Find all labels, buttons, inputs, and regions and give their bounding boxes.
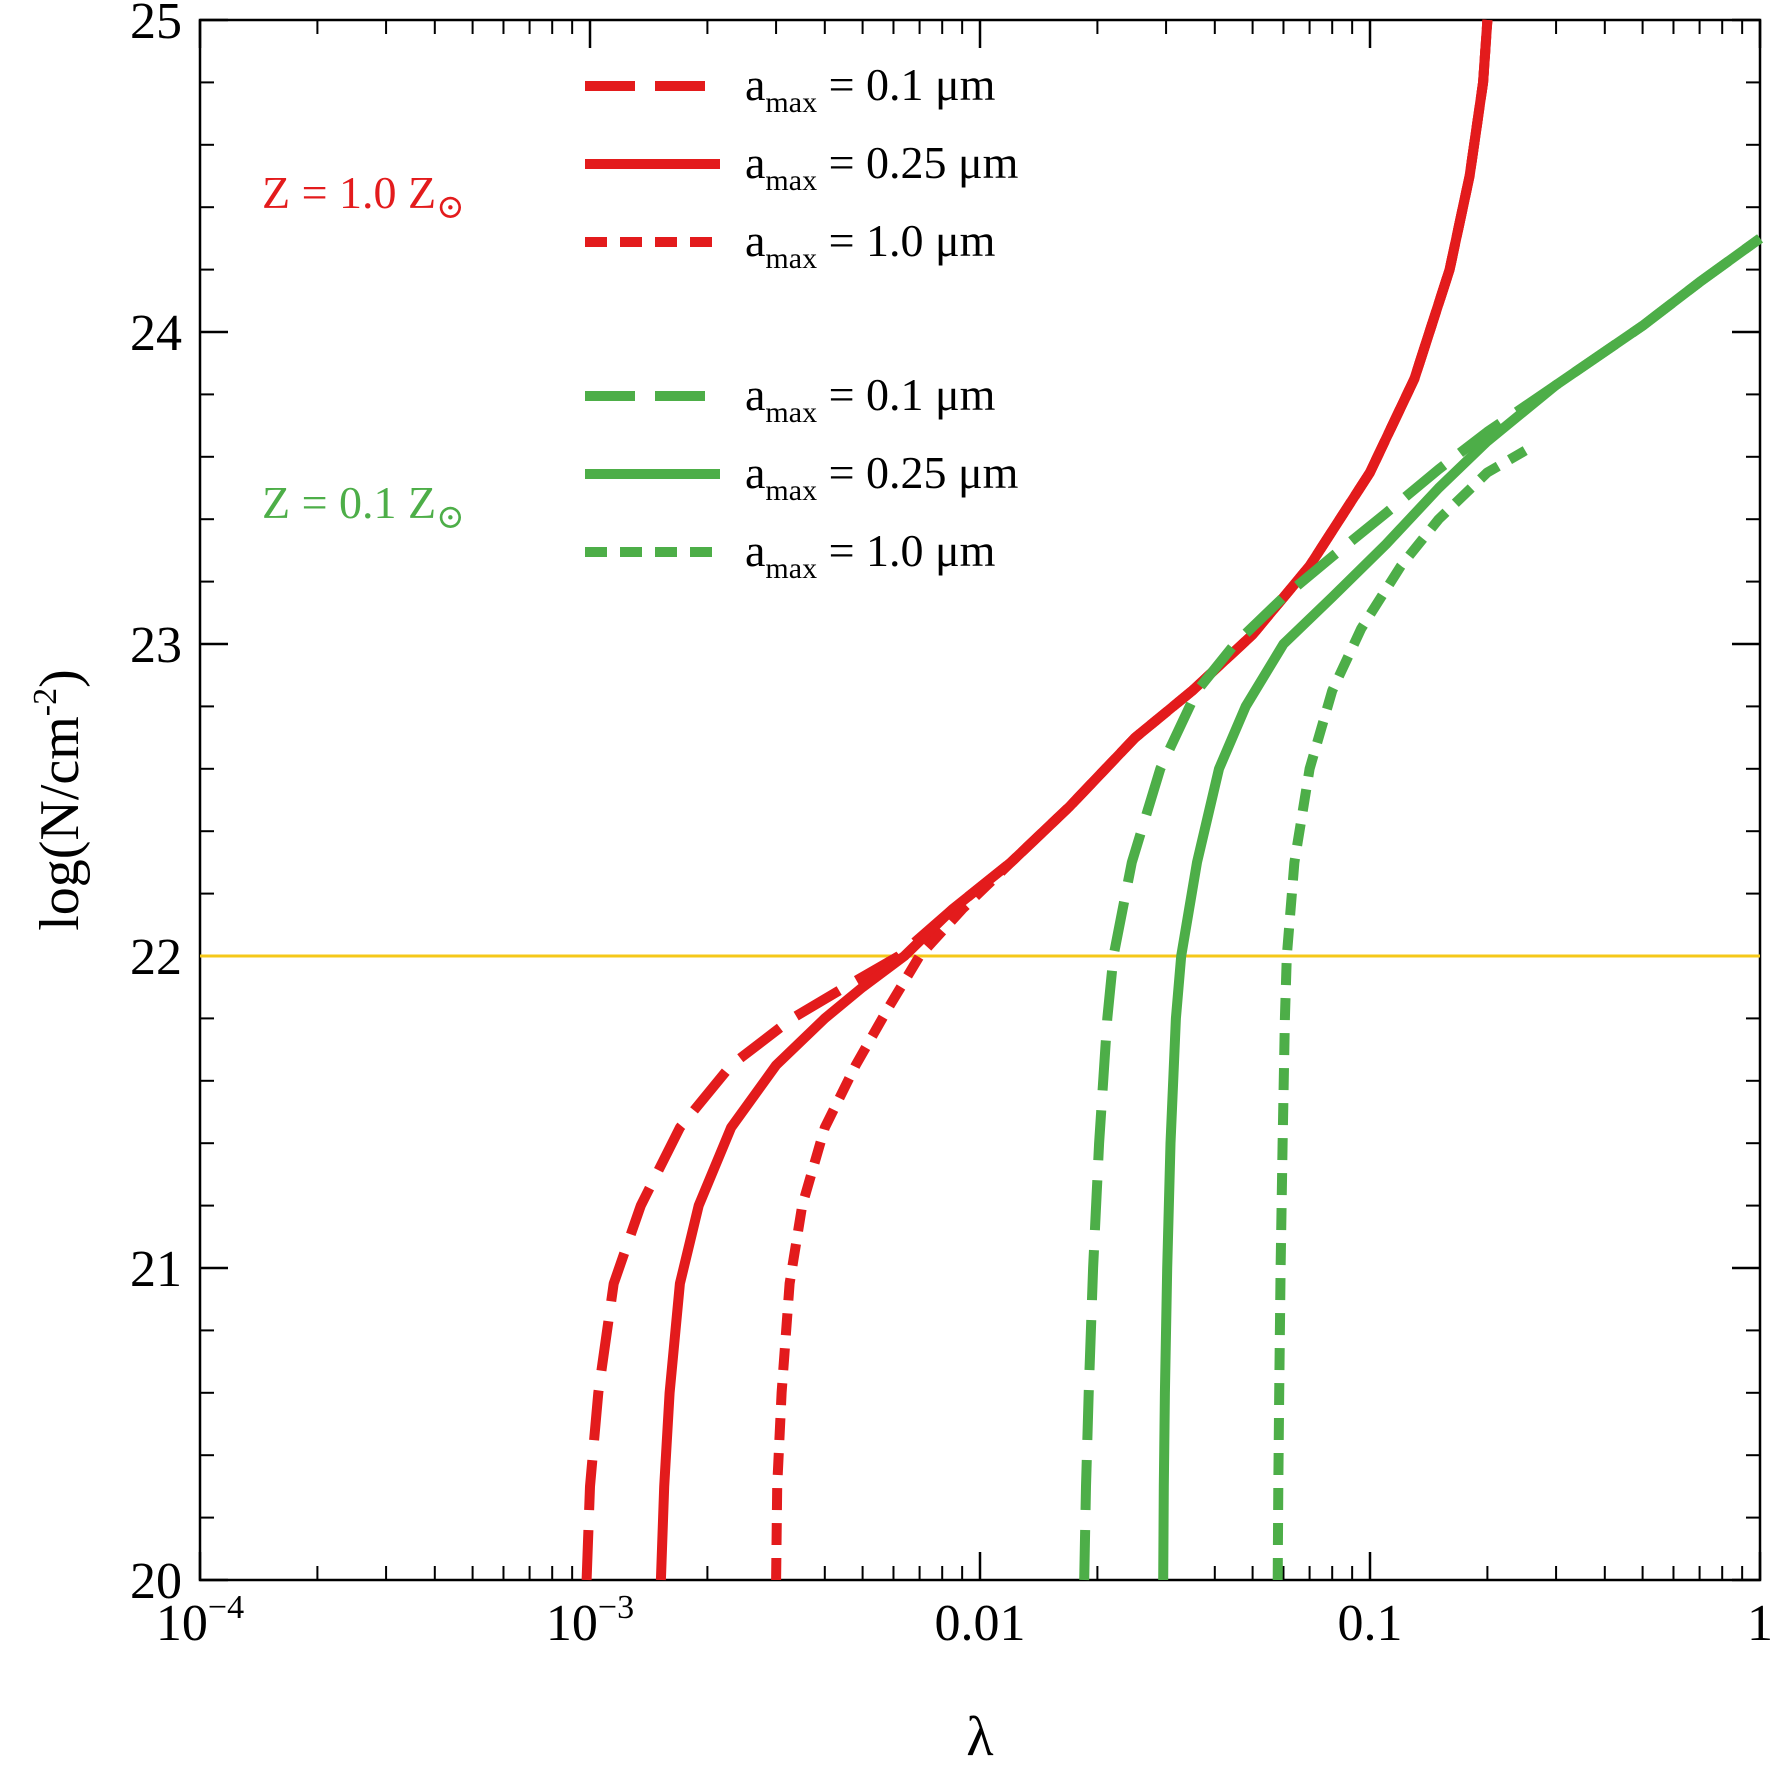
series-line-5: [1158, 234, 1763, 1581]
y-tick-label: 21: [130, 1241, 182, 1298]
x-tick-label: 0.1: [1338, 1595, 1403, 1652]
legend-label: amax = 1.0 μm: [745, 525, 996, 585]
series-layer: [200, 19, 1763, 1581]
legend-label: amax = 0.1 μm: [745, 369, 996, 429]
y-tick-label: 22: [130, 929, 182, 986]
x-tick-label: 1: [1747, 1595, 1771, 1652]
y-tick-label: 24: [130, 305, 182, 362]
x-axis-title: λ: [966, 1706, 993, 1768]
y-axis-title-pre: log(N/cm: [29, 716, 91, 931]
group-label: Z = 1.0 Z⊙: [262, 167, 465, 226]
tick-labels: 10−4 10−3 0.01 0.1 1 20 21 22 23 24 25: [130, 0, 1771, 1652]
legend: amax = 0.1 μm amax = 0.25 μm amax = 1.0 μm…: [262, 59, 1019, 585]
y-axis-title-post: ): [29, 669, 91, 688]
series-line-3: [771, 19, 1493, 1581]
legend-label: amax = 1.0 μm: [745, 215, 996, 275]
legend-label: amax = 0.25 μm: [745, 137, 1019, 197]
y-axis-title-sup: -2: [27, 688, 64, 716]
x-tick-label: 10−3: [546, 1589, 634, 1652]
y-tick-label: 23: [130, 617, 182, 674]
y-axis-title: log(N/cm-2): [27, 669, 91, 931]
legend-label: amax = 0.25 μm: [745, 447, 1019, 507]
x-tick-label: 0.01: [935, 1595, 1026, 1652]
group-label: Z = 0.1 Z⊙: [262, 477, 465, 536]
y-tick-label: 20: [130, 1553, 182, 1610]
y-tick-label: 25: [130, 0, 182, 50]
series-line-6: [1272, 446, 1528, 1581]
legend-label: amax = 0.1 μm: [745, 59, 996, 119]
minor-ticks: [200, 19, 1760, 1581]
x-tick-label: 10−4: [156, 1589, 244, 1652]
series-line-1: [581, 19, 1493, 1581]
